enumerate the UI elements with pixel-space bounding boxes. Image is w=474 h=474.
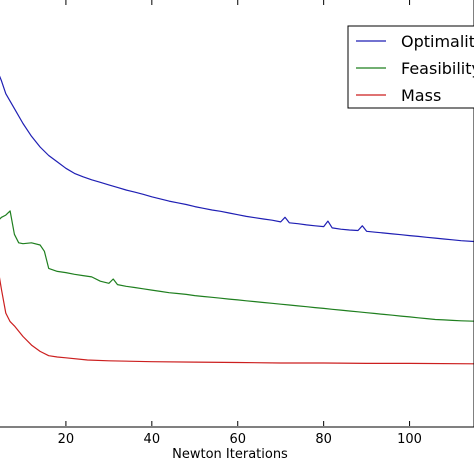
legend-box	[347, 25, 474, 109]
legend-label-mass: Mass	[401, 86, 441, 105]
legend: Optimality Feasibility Mass	[347, 25, 474, 109]
x-axis-ticks: 20 40 60 80 100	[58, 0, 422, 447]
series-line-mass	[0, 277, 474, 365]
legend-label-feasibility: Feasibility	[401, 59, 474, 78]
x-tick-label: 60	[229, 432, 246, 447]
x-tick-label: 20	[58, 432, 75, 447]
series-layer	[0, 75, 474, 365]
x-tick-label: 100	[397, 432, 422, 447]
series-line-optimality	[0, 75, 474, 243]
x-tick-label: 40	[144, 432, 161, 447]
plot-frame	[0, 0, 474, 428]
series-line-feasibility	[0, 210, 474, 322]
legend-label-optimality: Optimality	[401, 32, 474, 51]
x-axis-label: Newton Iterations	[172, 447, 288, 462]
x-tick-label: 80	[315, 432, 332, 447]
